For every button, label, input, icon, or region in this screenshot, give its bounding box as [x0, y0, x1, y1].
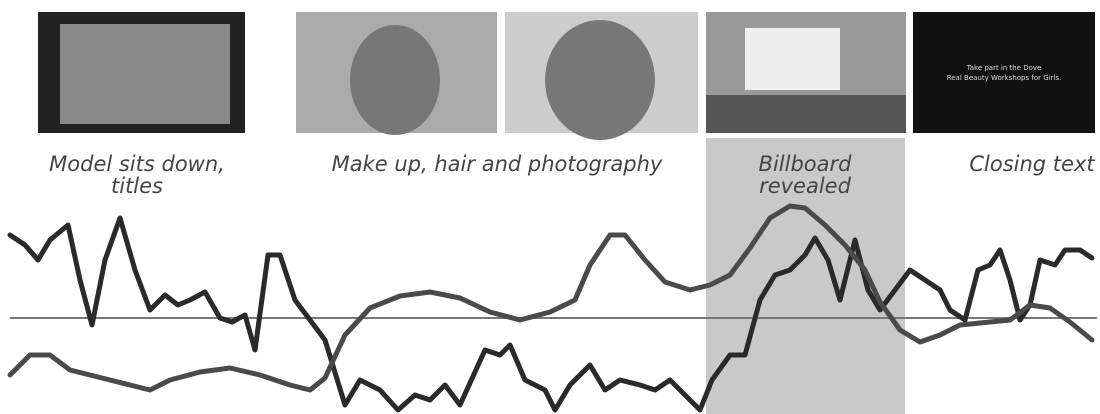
- thumbnail-text: Take part in the Dove: [966, 64, 1042, 72]
- highlight-region: [706, 138, 905, 414]
- caption: Closing text: [969, 152, 1095, 176]
- thumbnail: [913, 12, 1095, 133]
- series-line: [7, 215, 1095, 413]
- caption: revealed: [759, 174, 852, 198]
- thumbnail-billboard: [745, 28, 840, 90]
- thumbnail-scene: [60, 24, 230, 124]
- thumbnail-text: Real Beauty Workshops for Girls.: [947, 74, 1062, 82]
- series-line: [7, 203, 1095, 393]
- thumbnail-face: [545, 20, 655, 140]
- caption: Billboard: [759, 152, 853, 176]
- thumbnail-face: [350, 25, 440, 135]
- caption: Model sits down,: [49, 152, 225, 176]
- thumbnail-street: [706, 95, 906, 133]
- caption: Make up, hair and photography: [332, 152, 663, 176]
- caption: titles: [111, 174, 163, 198]
